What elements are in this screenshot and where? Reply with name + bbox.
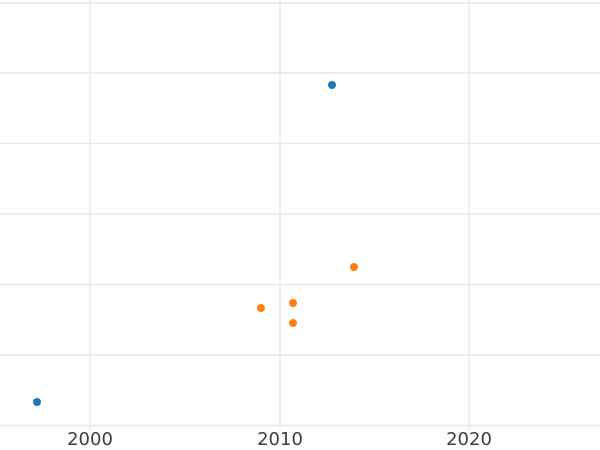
x-tick-label: 2020 [446,429,492,450]
data-points-group [33,81,358,406]
data-point-series-orange [350,263,358,271]
data-point-series-orange [257,304,265,312]
x-tick-label: 2000 [67,429,113,450]
data-point-series-blue [33,398,41,406]
x-tick-label: 2010 [257,429,303,450]
x-tick-labels-group: 2000 2010 2020 [67,429,492,450]
data-point-series-blue [328,81,336,89]
data-point-series-orange [289,299,297,307]
data-point-series-orange [289,319,297,327]
v-gridlines-group [89,0,470,429]
h-gridlines-group [0,2,600,427]
